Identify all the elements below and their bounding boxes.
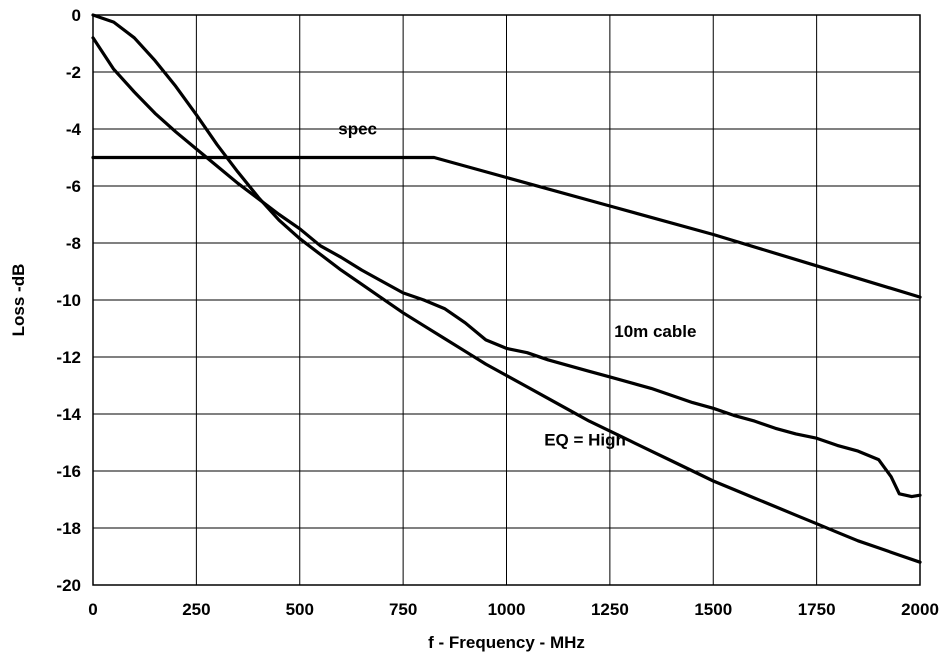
x-tick-label: 0 <box>88 600 97 619</box>
series-line-eq-high <box>91 13 922 564</box>
series-lines <box>91 13 922 564</box>
y-tick-label: -14 <box>56 405 81 424</box>
series-line-spec <box>91 155 922 299</box>
y-tick-label: -4 <box>66 120 82 139</box>
y-tick-label: 0 <box>72 6 81 25</box>
y-tick-label: -18 <box>56 519 81 538</box>
plot-frame <box>92 14 921 586</box>
y-tick-label: -16 <box>56 462 81 481</box>
y-tick-label: -8 <box>66 234 81 253</box>
x-tick-label: 750 <box>389 600 417 619</box>
x-tick-label: 1000 <box>488 600 526 619</box>
series-annotation: spec <box>338 120 377 139</box>
y-tick-label: -2 <box>66 63 81 82</box>
y-tick-label: -10 <box>56 291 81 310</box>
y-tick-label: -6 <box>66 177 81 196</box>
y-tick-label: -20 <box>56 576 81 595</box>
series-annotations: spec 10m cable EQ = High <box>338 120 696 450</box>
x-tick-label: 1500 <box>694 600 732 619</box>
x-tick-label: 1750 <box>798 600 836 619</box>
series-annotation: 10m cable <box>614 322 696 341</box>
x-tick-label: 250 <box>182 600 210 619</box>
y-tick-labels: 0 -2 -4 -6 -8 -10 -12 -14 -16 -18 -20 <box>56 6 81 595</box>
y-axis-title: Loss -dB <box>9 264 28 337</box>
series-line-10m-cable <box>91 36 922 499</box>
x-axis-title: f - Frequency - MHz <box>428 633 585 652</box>
y-tick-label: -12 <box>56 348 81 367</box>
x-tick-labels: 0 250 500 750 1000 1250 1500 1750 2000 <box>88 600 939 619</box>
x-tick-label: 2000 <box>901 600 939 619</box>
series-annotation: EQ = High <box>544 430 626 449</box>
gridlines <box>92 14 921 586</box>
x-tick-label: 500 <box>286 600 314 619</box>
x-tick-label: 1250 <box>591 600 629 619</box>
